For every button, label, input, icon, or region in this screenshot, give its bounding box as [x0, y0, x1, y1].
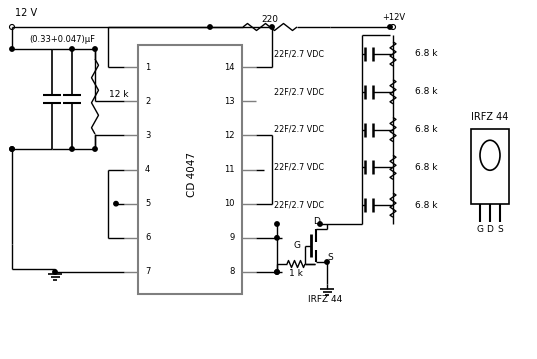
Text: 6.8 k: 6.8 k [415, 87, 438, 96]
Bar [471, 129, 509, 204]
Text: G: G [476, 224, 483, 233]
Text: 22F/2.7 VDC: 22F/2.7 VDC [274, 201, 324, 210]
Circle shape [270, 25, 274, 29]
Text: S: S [497, 224, 503, 233]
Circle shape [275, 222, 279, 226]
Text: 7: 7 [145, 267, 150, 276]
Text: 9: 9 [230, 233, 235, 242]
Circle shape [10, 47, 14, 51]
Text: (0.33+0.047)μF: (0.33+0.047)μF [29, 36, 95, 45]
Text: 6: 6 [145, 233, 150, 242]
Text: 22F/2.7 VDC: 22F/2.7 VDC [274, 87, 324, 96]
Text: 14: 14 [224, 62, 235, 71]
Text: 12 k: 12 k [109, 90, 128, 99]
Text: 22F/2.7 VDC: 22F/2.7 VDC [274, 50, 324, 59]
Text: 11: 11 [224, 165, 235, 174]
Text: 4: 4 [145, 165, 150, 174]
Circle shape [208, 25, 212, 29]
Circle shape [10, 147, 14, 151]
Text: 6.8 k: 6.8 k [415, 125, 438, 134]
Circle shape [53, 270, 57, 274]
Text: 5: 5 [145, 199, 150, 208]
Text: 22F/2.7 VDC: 22F/2.7 VDC [274, 125, 324, 134]
Circle shape [70, 147, 74, 151]
Text: G: G [294, 241, 301, 250]
Text: 6.8 k: 6.8 k [415, 50, 438, 59]
Text: 2: 2 [145, 97, 150, 106]
Circle shape [10, 147, 14, 151]
Circle shape [275, 270, 279, 274]
Bar [138, 45, 242, 294]
Text: 13: 13 [224, 97, 235, 106]
Text: 12 V: 12 V [15, 8, 37, 18]
Text: 22F/2.7 VDC: 22F/2.7 VDC [274, 163, 324, 172]
Ellipse shape [480, 140, 500, 170]
Text: 6.8 k: 6.8 k [415, 163, 438, 172]
Circle shape [93, 47, 97, 51]
Text: 12: 12 [224, 131, 235, 140]
Text: 6.8 k: 6.8 k [415, 201, 438, 210]
Text: S: S [327, 252, 333, 261]
Circle shape [318, 222, 322, 226]
Text: IRFZ 44: IRFZ 44 [471, 112, 509, 122]
Text: 3: 3 [145, 131, 150, 140]
Circle shape [275, 270, 279, 274]
Text: 8: 8 [230, 267, 235, 276]
Text: IRFZ 44: IRFZ 44 [308, 294, 342, 303]
Text: +12V: +12V [382, 14, 405, 23]
Circle shape [325, 260, 329, 264]
Text: D: D [487, 224, 494, 233]
Text: 10: 10 [224, 199, 235, 208]
Circle shape [388, 25, 392, 29]
Circle shape [93, 147, 97, 151]
Text: 1 k: 1 k [289, 269, 303, 278]
Text: 1: 1 [145, 62, 150, 71]
Circle shape [114, 201, 118, 206]
Text: 220: 220 [262, 14, 279, 23]
Circle shape [275, 236, 279, 240]
Text: CD 4047: CD 4047 [187, 152, 197, 197]
Text: D: D [314, 218, 321, 227]
Circle shape [70, 47, 74, 51]
